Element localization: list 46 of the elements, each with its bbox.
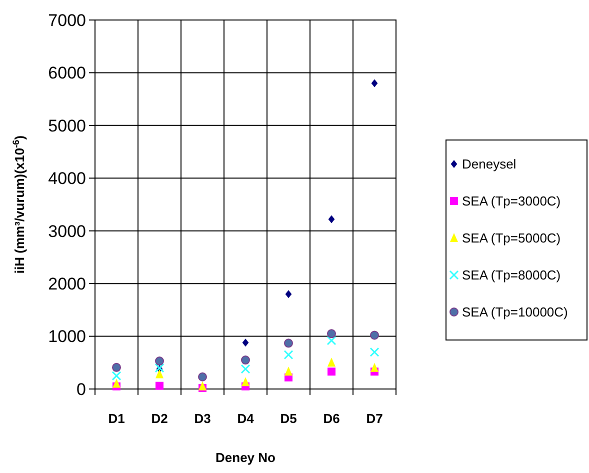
point <box>328 358 336 367</box>
point <box>241 356 250 365</box>
x-tick-label: D1 <box>108 411 125 426</box>
point <box>112 378 120 388</box>
point <box>112 371 122 381</box>
y-tick-label: 7000 <box>48 10 86 30</box>
point <box>198 372 207 382</box>
point <box>328 368 336 376</box>
legend-label: SEA (Tp=10000C) <box>462 304 568 320</box>
point <box>326 336 336 346</box>
legend-label: SEA (Tp=8000C) <box>462 268 561 283</box>
point <box>284 338 293 348</box>
x-tick-label: D5 <box>280 411 297 426</box>
point <box>112 362 121 372</box>
legend-label: SEA (Tp=3000C) <box>462 194 561 209</box>
point <box>198 381 206 390</box>
y-tick-label: 6000 <box>48 64 86 83</box>
x-tick-label: D6 <box>323 411 340 426</box>
point <box>370 347 380 357</box>
x-tick-label: D3 <box>194 411 211 426</box>
point <box>370 330 379 340</box>
point <box>242 338 249 347</box>
point <box>284 350 294 360</box>
point <box>371 79 378 88</box>
point <box>240 364 250 374</box>
point <box>327 329 336 338</box>
x-axis-title: Deney No <box>216 450 276 465</box>
y-tick-label: 1000 <box>48 327 86 346</box>
y-tick-label: 0 <box>76 380 86 399</box>
y-tick-label: 5000 <box>48 116 86 136</box>
legend-label: SEA (Tp=5000C) <box>462 230 561 246</box>
point <box>370 362 378 372</box>
y-tick-label: 3000 <box>48 222 86 241</box>
x-tick-label: D4 <box>237 411 255 426</box>
point <box>284 366 292 376</box>
point <box>155 356 164 366</box>
point <box>242 377 250 386</box>
x-tick-label: D2 <box>151 411 168 426</box>
y-tick-label: 4000 <box>48 169 86 188</box>
point <box>156 369 164 378</box>
y-tick-label: 2000 <box>48 274 86 294</box>
legend-label: Deneysel <box>462 156 516 172</box>
point <box>285 290 292 298</box>
point <box>328 215 335 224</box>
x-tick-label: D7 <box>366 411 383 426</box>
point <box>156 382 164 390</box>
